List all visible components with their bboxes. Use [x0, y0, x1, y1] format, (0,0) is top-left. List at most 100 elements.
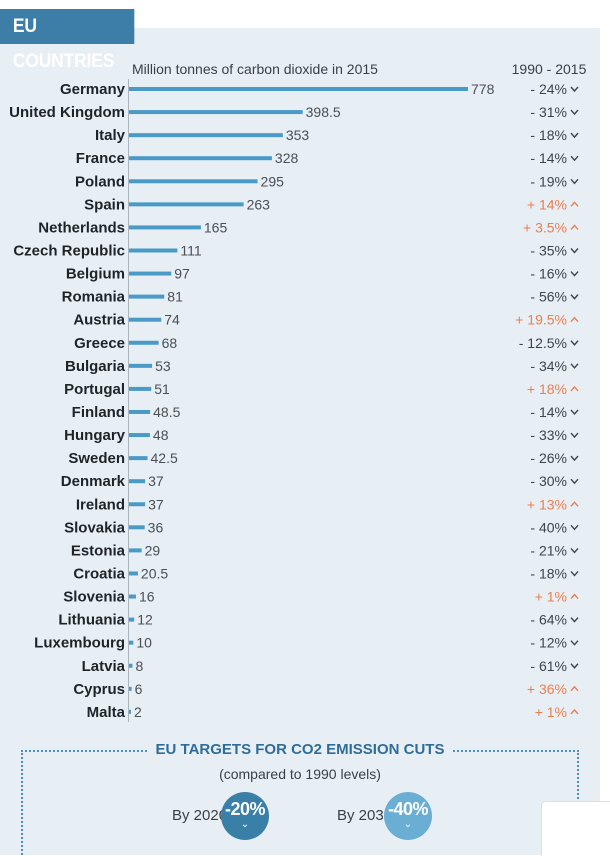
chevron-down-icon — [570, 271, 579, 277]
bar — [129, 87, 468, 91]
value-label: 81 — [167, 289, 183, 305]
bar — [129, 179, 258, 184]
change-label: + 36% — [527, 681, 567, 697]
value-label: 48.5 — [153, 404, 180, 420]
bar — [129, 340, 159, 345]
country-label: Hungary — [64, 427, 126, 444]
chevron-down-icon — [570, 363, 579, 369]
change-label: - 61% — [530, 658, 567, 674]
bar — [129, 363, 153, 368]
chevron-down-icon — [570, 294, 579, 300]
change-label: - 14% — [530, 150, 567, 166]
chevron-down-icon — [570, 248, 579, 254]
target-2030-label: By 2030 — [337, 807, 393, 824]
country-label: Slovenia — [63, 589, 125, 606]
value-label: 97 — [174, 266, 190, 282]
change-label: - 30% — [530, 473, 567, 489]
target-2030-badge: -40% ⌄ — [384, 792, 432, 840]
change-label: - 12% — [530, 635, 567, 651]
value-label: 295 — [261, 173, 285, 189]
bar — [129, 433, 150, 438]
chevron-down-icon — [570, 547, 579, 554]
targets-title: EU TARGETS FOR CO2 EMISSION CUTS — [147, 741, 453, 758]
section-header: EU COUNTRIES — [0, 9, 135, 72]
chevron-down-icon — [570, 86, 579, 93]
bar — [129, 709, 131, 714]
value-label: 16 — [139, 589, 155, 605]
value-label: 48 — [153, 427, 169, 443]
targets-box: EU TARGETS FOR CO2 EMISSION CUTS (compar… — [21, 741, 579, 855]
country-label: Luxembourg — [34, 635, 125, 652]
chevron-down-icon: ⌄ — [240, 819, 250, 830]
country-label: Romania — [62, 289, 126, 306]
change-label: - 34% — [530, 358, 567, 374]
chevron-up-icon — [570, 385, 579, 392]
change-label: + 19.5% — [515, 312, 567, 328]
country-label: Portugal — [64, 381, 125, 398]
country-label: Estonia — [71, 542, 126, 559]
bar — [129, 456, 148, 461]
country-label: Sweden — [68, 450, 125, 467]
country-label: Latvia — [82, 658, 126, 675]
change-label: + 18% — [527, 381, 567, 397]
country-label: Bulgaria — [65, 358, 126, 375]
change-label: - 35% — [530, 242, 567, 258]
value-label: 51 — [154, 381, 170, 397]
value-label: 165 — [204, 219, 228, 235]
chevron-down-icon — [570, 663, 579, 669]
country-label: Cyprus — [73, 681, 125, 698]
bar — [129, 525, 145, 530]
change-label: - 56% — [530, 289, 567, 305]
value-label: 74 — [164, 312, 180, 328]
country-label: Lithuania — [58, 612, 125, 629]
country-label: Finland — [72, 404, 125, 421]
change-label: - 18% — [530, 127, 567, 143]
chevron-up-icon — [570, 201, 579, 207]
bar — [129, 479, 146, 484]
change-label: + 1% — [535, 704, 567, 720]
chevron-down-icon — [570, 109, 579, 116]
bar — [129, 409, 151, 414]
chevron-down-icon — [570, 617, 579, 623]
value-label: 111 — [180, 242, 201, 258]
bar — [129, 225, 201, 230]
value-label: 37 — [148, 496, 164, 512]
bar — [129, 202, 244, 207]
country-label: France — [76, 150, 125, 167]
value-label: 42.5 — [151, 450, 178, 466]
chevron-down-icon — [570, 478, 579, 485]
emissions-bar-chart: Million tonnes of carbon dioxide in 2015… — [9, 61, 587, 722]
value-label: 2 — [134, 704, 142, 720]
bar — [129, 271, 172, 276]
country-label: Spain — [84, 196, 125, 213]
change-label: - 31% — [530, 104, 567, 120]
chevron-down-icon — [570, 409, 579, 416]
value-label: 353 — [286, 127, 310, 143]
value-label: 8 — [135, 658, 143, 674]
country-label: Poland — [75, 173, 125, 190]
value-label: 37 — [148, 473, 164, 489]
change-label: - 14% — [530, 404, 567, 420]
change-label: + 14% — [527, 196, 567, 212]
country-label: Italy — [95, 127, 126, 144]
value-label: 20.5 — [141, 565, 168, 581]
value-label: 12 — [137, 612, 153, 628]
chevron-down-icon — [570, 340, 579, 346]
change-label: + 1% — [535, 589, 567, 605]
chevron-down-icon — [570, 155, 579, 162]
change-label: - 19% — [530, 173, 567, 189]
chevron-up-icon — [570, 708, 579, 715]
targets-subtitle: (compared to 1990 levels) — [219, 766, 381, 782]
chevron-down-icon — [570, 178, 579, 185]
value-label: 36 — [148, 519, 164, 535]
bar — [129, 686, 132, 691]
value-label: 778 — [471, 81, 495, 97]
bar — [129, 502, 146, 507]
chevron-up-icon — [570, 501, 579, 507]
change-label: + 3.5% — [523, 219, 567, 235]
chart-rows: Germany 778 - 24% United Kingdom 398.5 - 31% I… — [9, 81, 579, 721]
chevron-down-icon — [570, 455, 579, 462]
target-2030-value: -40% — [387, 799, 429, 819]
change-label: - 21% — [530, 542, 567, 558]
country-label: Czech Republic — [13, 242, 125, 259]
